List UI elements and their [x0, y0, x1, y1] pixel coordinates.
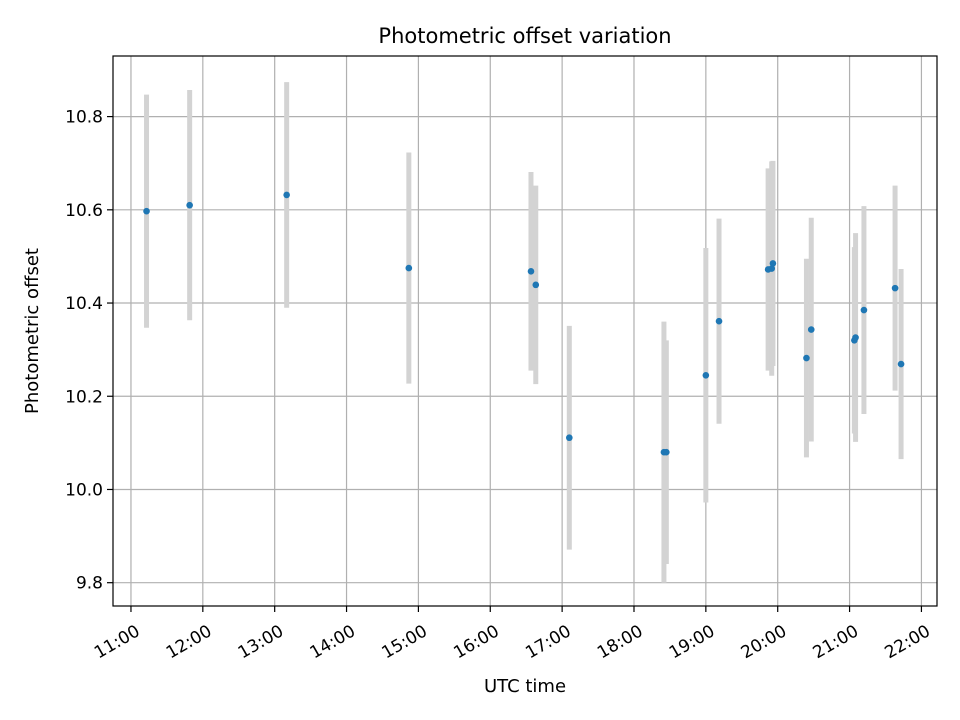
- y-tick-label: 10.8: [65, 108, 103, 128]
- y-tick-label: 9.8: [76, 574, 103, 594]
- y-tick-label: 10.2: [65, 387, 103, 407]
- data-point: [768, 265, 776, 272]
- data-point: [807, 326, 815, 333]
- data-point: [897, 360, 905, 368]
- data-point: [405, 264, 413, 272]
- data-point: [803, 354, 810, 362]
- y-axis-ticks: 9.8 10.0 10.2 10.4 10.6 10.8: [65, 108, 113, 594]
- data-point: [769, 260, 777, 267]
- y-axis-label: Photometric offset: [22, 248, 43, 414]
- data-point: [186, 201, 193, 209]
- y-tick-label: 10.4: [65, 294, 103, 314]
- data-points: [143, 191, 905, 456]
- data-point: [852, 334, 859, 341]
- data-point: [891, 284, 899, 292]
- data-point: [527, 268, 535, 275]
- chart-title: Photometric offset variation: [378, 24, 671, 48]
- data-point: [532, 281, 540, 289]
- data-point: [143, 207, 150, 215]
- plot-frame: [112, 55, 938, 607]
- data-point: [702, 371, 710, 379]
- data-point: [715, 317, 723, 325]
- data-point: [663, 448, 670, 456]
- grid: [113, 56, 937, 606]
- data-point: [566, 434, 573, 442]
- y-tick-label: 10.6: [65, 201, 103, 221]
- x-axis-label: UTC time: [484, 676, 566, 697]
- y-tick-label: 10.0: [65, 480, 103, 500]
- data-point: [860, 306, 868, 314]
- data-point: [283, 191, 290, 199]
